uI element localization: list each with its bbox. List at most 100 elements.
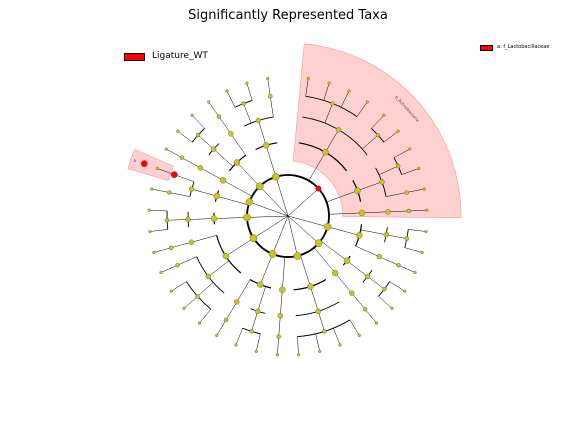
- clade-node: [216, 114, 222, 119]
- clade-node: [385, 209, 391, 215]
- clade-node: [255, 308, 261, 315]
- enriched-genus-node: [140, 160, 148, 168]
- branch-line: [282, 256, 286, 290]
- clade-node: [404, 190, 409, 195]
- leaf-node: [147, 208, 151, 212]
- branch-line: [325, 129, 339, 153]
- leaf-node: [390, 306, 394, 310]
- clade-node: [210, 146, 217, 152]
- clade-shade-family-a: [127, 149, 174, 181]
- chart-title: Significantly Represented Taxa: [188, 8, 388, 23]
- leaf-node: [197, 321, 201, 325]
- leaf-node: [318, 349, 322, 353]
- clade-node: [343, 257, 351, 264]
- clade-node: [188, 186, 195, 192]
- branch-line: [256, 333, 261, 352]
- clade-node: [268, 250, 277, 258]
- branch-line: [364, 309, 377, 324]
- branch-line: [287, 215, 319, 244]
- leaf-node: [357, 333, 361, 337]
- clade-node: [268, 94, 273, 99]
- clade-node: [331, 269, 339, 277]
- branch-line: [315, 333, 320, 352]
- branch-line: [393, 148, 410, 158]
- branch-line: [257, 286, 266, 312]
- branch-line: [243, 103, 252, 124]
- leaf-node: [254, 349, 258, 353]
- clade-node: [210, 215, 218, 222]
- clade-node: [170, 171, 178, 179]
- leaf-node: [164, 147, 168, 151]
- clade-node: [195, 132, 201, 138]
- clade-node: [354, 187, 361, 194]
- branch-line: [386, 234, 407, 239]
- branch-line: [208, 260, 230, 277]
- leaf-node: [424, 229, 428, 234]
- leaf-node: [182, 306, 186, 310]
- clade-node: [383, 232, 389, 238]
- branch-line: [166, 148, 183, 158]
- branch-line: [191, 235, 217, 243]
- branch-line: [270, 96, 274, 118]
- branch-line: [216, 319, 227, 336]
- clade-shades: [127, 43, 462, 219]
- branch-line: [169, 192, 190, 197]
- legend-label-ligature-wt: Ligature_WT: [152, 51, 208, 61]
- branch-line: [174, 174, 195, 183]
- branch-line: [398, 264, 416, 273]
- leaf-node: [347, 89, 351, 93]
- clade-node: [322, 148, 329, 156]
- clade-node: [315, 308, 321, 315]
- leaf-node: [245, 81, 249, 85]
- leaf-node: [417, 166, 421, 171]
- clade-node: [241, 101, 246, 106]
- clade-node: [243, 213, 251, 222]
- leaf-node: [148, 229, 152, 234]
- legend-swatch-ligature-wt: [124, 53, 145, 61]
- clade-node: [293, 252, 302, 260]
- clade-node: [379, 179, 385, 185]
- branch-line: [251, 311, 258, 332]
- clade-node: [249, 234, 258, 243]
- tree-nodes: [140, 76, 429, 357]
- branch-line: [378, 165, 399, 175]
- branch-line: [320, 240, 348, 261]
- branch-line: [349, 319, 360, 336]
- clade-node: [234, 299, 240, 305]
- branch-line: [351, 292, 366, 310]
- branch-line: [171, 281, 187, 292]
- branch-line: [333, 328, 341, 345]
- branch-line: [404, 247, 423, 253]
- clade-node: [257, 281, 264, 288]
- clade-node: [249, 329, 254, 334]
- clade-node: [330, 101, 335, 106]
- clade-node: [356, 232, 363, 239]
- clade-node: [205, 273, 212, 280]
- branch-line: [278, 315, 281, 337]
- leaf-node: [225, 89, 229, 93]
- branch-line: [153, 247, 172, 253]
- branch-line: [328, 212, 362, 215]
- branch-line: [149, 229, 168, 232]
- leaf-node: [169, 289, 173, 293]
- leaf-node: [306, 76, 310, 81]
- clade-node: [276, 334, 281, 339]
- branch-line: [308, 152, 326, 181]
- branch-line: [208, 101, 220, 117]
- clade-node: [228, 131, 234, 137]
- clade-node: [404, 236, 410, 241]
- branch-line: [313, 247, 336, 274]
- clade-node: [406, 208, 412, 214]
- branch-line: [258, 120, 267, 146]
- clade-node: [188, 239, 195, 245]
- leaf-node: [413, 270, 417, 275]
- leaf-node: [327, 81, 331, 85]
- leaf-node: [420, 250, 424, 255]
- branch-line: [235, 328, 243, 345]
- clade-node: [233, 159, 241, 166]
- branch-line: [223, 180, 253, 197]
- branch-line: [177, 256, 197, 266]
- branch-line: [216, 195, 249, 206]
- branch-line: [183, 296, 198, 309]
- branch-line: [310, 286, 319, 312]
